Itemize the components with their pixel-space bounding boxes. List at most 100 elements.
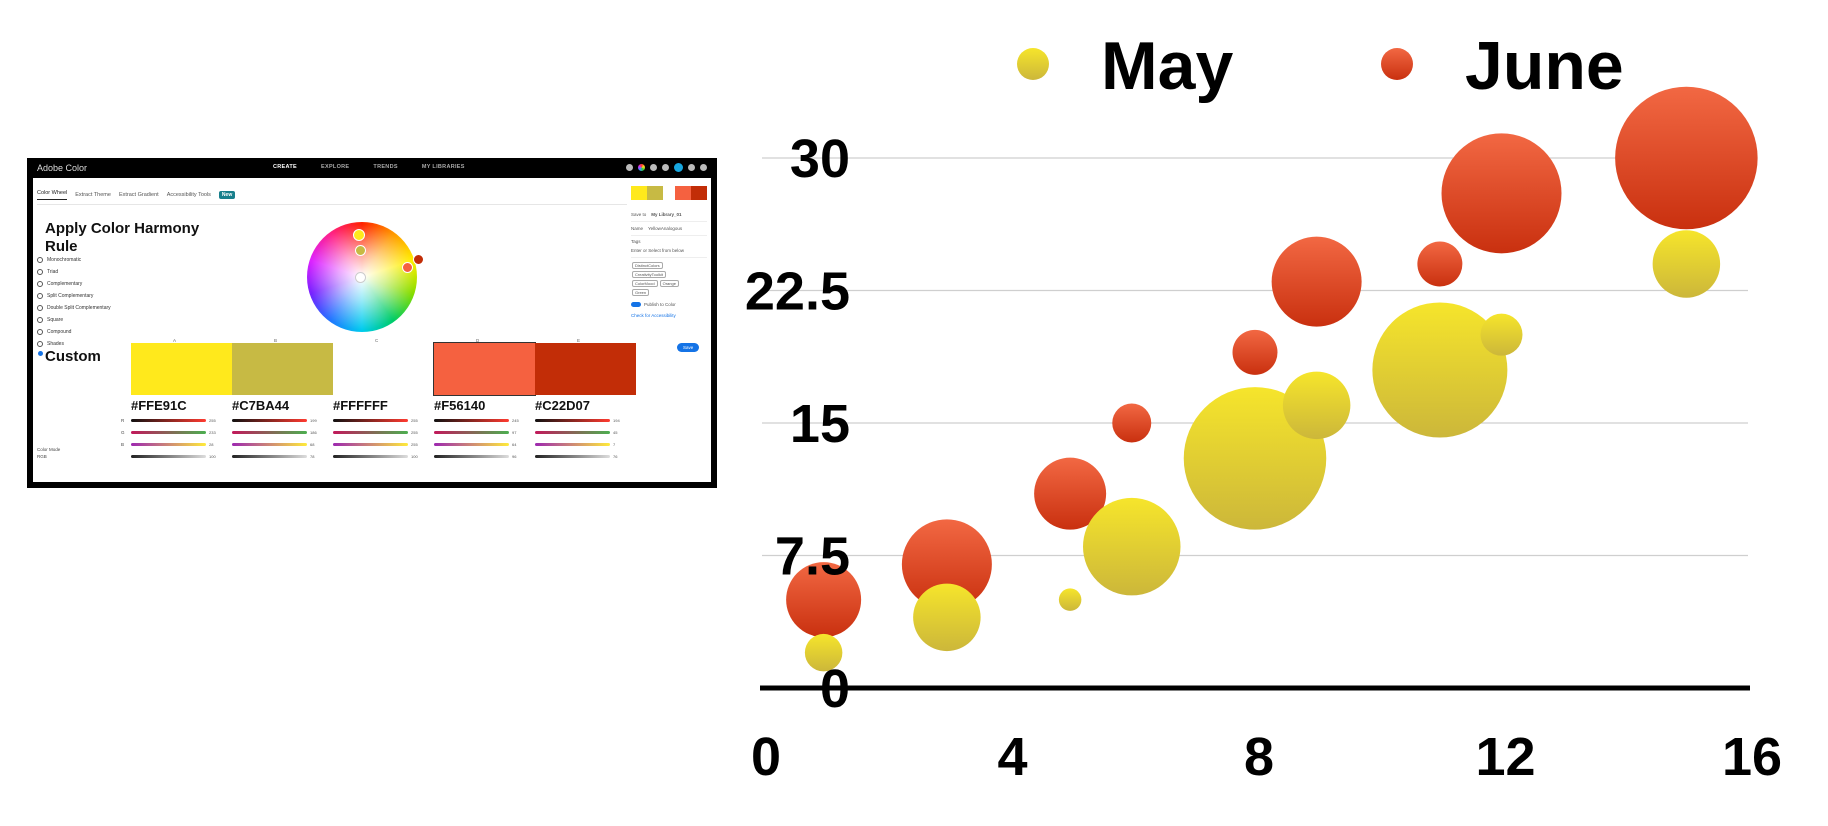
tag-chip[interactable]: DistinctColors [632, 262, 663, 269]
color-wheel-icon[interactable] [638, 164, 645, 171]
color-slider[interactable] [434, 454, 509, 458]
radio-icon[interactable] [37, 293, 43, 299]
color-slider[interactable] [333, 442, 408, 446]
publish-toggle[interactable] [631, 302, 641, 308]
color-slider[interactable] [232, 442, 307, 446]
accessibility-link[interactable]: Check for Accessibility [631, 313, 676, 319]
rule-option[interactable]: Monochromatic [37, 254, 111, 266]
info-icon[interactable] [650, 164, 657, 171]
slider-value[interactable]: 186 [310, 429, 317, 435]
name-field[interactable]: YellowAnalogous [648, 226, 683, 231]
slider-value[interactable]: 28 [209, 441, 214, 447]
behance-icon[interactable] [674, 163, 683, 172]
color-slider[interactable] [434, 430, 509, 434]
tab-extract-theme[interactable]: Extract Theme [75, 192, 111, 198]
slider-value[interactable]: 199 [310, 417, 317, 423]
nav-my-libraries[interactable]: MY LIBRARIES [421, 164, 465, 170]
color-swatch[interactable] [535, 343, 636, 395]
tab-extract-gradient[interactable]: Extract Gradient [118, 192, 159, 198]
hex-value[interactable]: #C7BA44 [232, 398, 290, 413]
color-swatch[interactable] [131, 343, 232, 395]
slider-value[interactable]: 255 [209, 417, 216, 423]
tag-chip[interactable]: Orange [659, 280, 679, 287]
slider-value[interactable]: 96 [512, 453, 517, 459]
apps-grid-icon[interactable] [688, 164, 695, 171]
rule-option[interactable]: Square [37, 314, 111, 326]
slider-value[interactable]: 64 [512, 441, 517, 447]
nav-trends[interactable]: TRENDS [373, 164, 398, 170]
rule-option[interactable]: Split Complementary [37, 290, 111, 302]
slider-value[interactable]: 76 [613, 453, 618, 459]
avatar-icon[interactable] [700, 164, 707, 171]
slider-value[interactable]: 194 [613, 417, 620, 423]
hex-value[interactable]: #F56140 [434, 398, 486, 413]
slider-value[interactable]: 255 [411, 441, 418, 447]
tags-input[interactable]: Enter or Select from below [631, 244, 707, 258]
radio-icon[interactable] [37, 257, 43, 263]
tag-chip[interactable]: CreativityToolkit [632, 271, 667, 278]
radio-icon[interactable] [37, 341, 43, 347]
rule-option[interactable]: Double Split Complementary [37, 302, 111, 314]
slider-value[interactable]: 97 [512, 429, 517, 435]
color-mode-select[interactable]: RGB [37, 454, 47, 459]
library-select[interactable]: My Library_01 [651, 212, 682, 217]
rule-option[interactable]: Triad [37, 266, 111, 278]
color-slider[interactable] [131, 442, 206, 446]
color-slider[interactable] [535, 418, 610, 422]
color-slider[interactable] [434, 442, 509, 446]
nav-explore[interactable]: EXPLORE [321, 164, 350, 170]
slider-value[interactable]: 100 [411, 453, 418, 459]
color-slider[interactable] [232, 418, 307, 422]
wheel-handle[interactable] [413, 254, 424, 265]
wheel-handle[interactable] [355, 245, 366, 256]
rule-option[interactable]: Complementary [37, 278, 111, 290]
slider-value[interactable]: 255 [411, 417, 418, 423]
radio-icon[interactable] [37, 281, 43, 287]
help-icon[interactable] [626, 164, 633, 171]
slider-value[interactable]: 233 [209, 429, 216, 435]
slider-value[interactable]: 68 [310, 441, 315, 447]
slider-value[interactable]: 7 [613, 441, 616, 447]
hex-value[interactable]: #FFFFFF [333, 398, 388, 413]
rule-option[interactable]: Shades [37, 338, 111, 350]
color-slider[interactable] [131, 430, 206, 434]
color-slider[interactable] [535, 442, 610, 446]
color-slider[interactable] [232, 430, 307, 434]
tab-accessibility-tools[interactable]: Accessibility Tools [166, 192, 211, 198]
wheel-handle[interactable] [355, 272, 366, 283]
tag-chip[interactable]: Green [632, 289, 650, 296]
color-slider[interactable] [131, 454, 206, 458]
color-slider[interactable] [232, 454, 307, 458]
custom-radio-selected-icon[interactable] [38, 351, 43, 356]
chat-icon[interactable] [662, 164, 669, 171]
slider-value[interactable]: 45 [613, 429, 618, 435]
slider-value[interactable]: 100 [209, 453, 216, 459]
hex-value[interactable]: #FFE91C [131, 398, 187, 413]
radio-icon[interactable] [37, 317, 43, 323]
color-slider[interactable] [333, 430, 408, 434]
nav-create[interactable]: CREATE [273, 164, 298, 170]
color-slider[interactable] [434, 418, 509, 422]
wheel-handle[interactable] [402, 262, 413, 273]
radio-icon[interactable] [37, 269, 43, 275]
tab-color-wheel[interactable]: Color Wheel [37, 190, 68, 200]
color-slider[interactable] [131, 418, 206, 422]
color-swatch[interactable] [433, 342, 536, 396]
color-swatch[interactable] [232, 343, 333, 395]
slider-value[interactable]: 245 [512, 417, 519, 423]
radio-icon[interactable] [37, 305, 43, 311]
wheel-handle[interactable] [353, 229, 365, 241]
slider-value[interactable]: 78 [310, 453, 315, 459]
color-slider[interactable] [333, 454, 408, 458]
save-to-row[interactable]: Save to My Library_01 [631, 208, 707, 222]
slider-value[interactable]: 255 [411, 429, 418, 435]
color-slider[interactable] [535, 454, 610, 458]
save-button[interactable]: Save [677, 343, 700, 352]
tag-chip[interactable]: ColorMood [632, 280, 658, 287]
radio-icon[interactable] [37, 329, 43, 335]
hex-value[interactable]: #C22D07 [535, 398, 590, 413]
color-slider[interactable] [535, 430, 610, 434]
color-slider[interactable] [333, 418, 408, 422]
color-swatch[interactable] [333, 343, 434, 395]
rule-option[interactable]: Compound [37, 326, 111, 338]
